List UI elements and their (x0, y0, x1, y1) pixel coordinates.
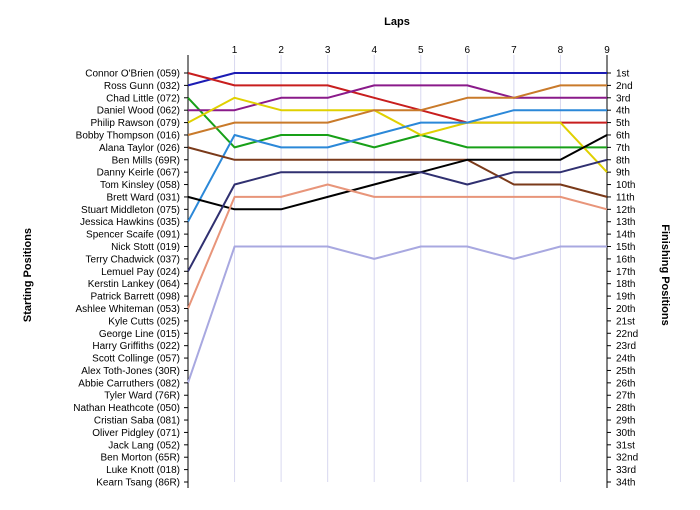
finishing-position-label: 13th (616, 217, 635, 228)
starting-position-label: Chad Little (072) (106, 93, 180, 104)
series-line (187, 245, 607, 384)
finishing-position-label: 19th (616, 292, 635, 303)
y-axis-label-left: Starting Positions (22, 228, 34, 322)
finishing-position-label: 24th (616, 354, 635, 365)
starting-position-label: Oliver Pidgley (071) (92, 428, 180, 439)
finishing-position-label: 26th (616, 378, 635, 389)
finishing-position-label: 17th (616, 267, 635, 278)
x-tick-label: 3 (325, 45, 331, 56)
series-group (187, 72, 608, 384)
finishing-position-label: 5th (616, 118, 630, 129)
x-tick-label: 1 (232, 45, 238, 56)
starting-position-label: Alex Toth-Jones (30R) (81, 366, 180, 377)
series-line (187, 134, 608, 211)
finishing-position-label: 31st (616, 440, 635, 451)
starting-position-label: Abbie Carruthers (082) (78, 378, 180, 389)
finishing-position-label: 4th (616, 106, 630, 117)
finishing-position-label: 6th (616, 130, 630, 141)
chart-axes (187, 55, 608, 488)
x-tick-label: 5 (418, 45, 424, 56)
finishing-position-label: 16th (616, 254, 635, 265)
finishing-position-label: 23rd (616, 341, 636, 352)
starting-position-label: Ben Morton (65R) (101, 453, 180, 464)
starting-position-label: Stuart Middleton (075) (81, 205, 180, 216)
starting-position-label: Jack Lang (052) (108, 440, 180, 451)
finishing-position-label: 9th (616, 168, 630, 179)
starting-position-label: Tyler Ward (76R) (104, 391, 180, 402)
y-axis-label-right: Finishing Positions (659, 224, 671, 325)
starting-position-label: Daniel Wood (062) (97, 106, 180, 117)
series-line (187, 146, 608, 198)
starting-position-label: Spencer Scaife (091) (86, 230, 180, 241)
starting-position-label: Ben Mills (69R) (112, 155, 180, 166)
finishing-position-label: 29th (616, 416, 635, 427)
starting-position-label: Kearn Tsang (86R) (96, 478, 180, 489)
starting-position-label: Philip Rawson (079) (91, 118, 181, 129)
finishing-position-label: 10th (616, 180, 635, 191)
starting-position-label: Connor O'Brien (059) (85, 69, 180, 80)
finishing-position-label: 34th (616, 478, 635, 489)
x-tick-label: 8 (558, 45, 564, 56)
starting-position-label: Ross Gunn (032) (104, 81, 180, 92)
starting-position-label: Tom Kinsley (058) (100, 180, 180, 191)
x-tick-label: 7 (511, 45, 517, 56)
x-tick-label: 4 (371, 45, 377, 56)
finishing-position-label: 28th (616, 403, 635, 414)
starting-position-label: George Line (015) (99, 329, 180, 340)
x-tick-label: 2 (278, 45, 284, 56)
finishing-position-label: 30th (616, 428, 635, 439)
starting-position-label: Harry Griffiths (022) (92, 341, 180, 352)
finishing-position-label: 22nd (616, 329, 638, 340)
starting-position-label: Lemuel Pay (024) (101, 267, 180, 278)
finishing-position-label: 18th (616, 279, 635, 290)
starting-position-label: Scott Collinge (057) (92, 354, 180, 365)
series-line (187, 158, 608, 272)
starting-position-label: Brett Ward (031) (106, 192, 180, 203)
x-tick-label: 6 (465, 45, 471, 56)
finishing-position-labels: 1st2nd3rd4th5th6th7th8th9th10th11th12th1… (607, 69, 638, 489)
series-line (187, 109, 607, 223)
series-line (187, 183, 608, 309)
finishing-position-label: 11th (616, 192, 635, 203)
starting-position-labels: Connor O'Brien (059)Ross Gunn (032)Chad … (73, 69, 188, 489)
starting-position-label: Danny Keirle (067) (97, 168, 180, 179)
starting-position-label: Terry Chadwick (037) (86, 254, 180, 265)
finishing-position-label: 2nd (616, 81, 633, 92)
series-line (187, 96, 608, 173)
starting-position-label: Jessica Hawkins (035) (80, 217, 180, 228)
finishing-position-label: 12th (616, 205, 635, 216)
starting-position-label: Kerstin Lankey (064) (88, 279, 180, 290)
starting-position-label: Nathan Heathcote (050) (73, 403, 180, 414)
x-tick-label: 9 (604, 45, 610, 56)
finishing-position-label: 20th (616, 304, 635, 315)
starting-position-label: Ashlee Whiteman (053) (76, 304, 181, 315)
finishing-position-label: 1st (616, 69, 630, 80)
finishing-position-label: 8th (616, 155, 630, 166)
finishing-position-label: 7th (616, 143, 630, 154)
starting-position-label: Bobby Thompson (016) (76, 130, 180, 141)
finishing-position-label: 32nd (616, 453, 638, 464)
chart-title: Laps (384, 16, 410, 28)
finishing-position-label: 21st (616, 316, 635, 327)
finishing-position-label: 33rd (616, 465, 636, 476)
finishing-position-label: 27th (616, 391, 635, 402)
starting-position-label: Kyle Cutts (025) (108, 316, 180, 327)
finishing-position-label: 25th (616, 366, 635, 377)
series-line (187, 72, 607, 87)
starting-position-label: Nick Stott (019) (111, 242, 180, 253)
starting-position-label: Patrick Barrett (098) (91, 292, 180, 303)
chart-grid (234, 55, 608, 482)
series-line (187, 84, 607, 136)
finishing-position-label: 3rd (616, 93, 630, 104)
starting-position-label: Alana Taylor (026) (99, 143, 180, 154)
finishing-position-label: 14th (616, 230, 635, 241)
finishing-position-label: 15th (616, 242, 635, 253)
starting-position-label: Luke Knott (018) (106, 465, 180, 476)
starting-position-label: Cristian Saba (081) (94, 416, 180, 427)
x-tick-labels: 1 2 3 4 5 6 7 8 9 (232, 45, 610, 56)
